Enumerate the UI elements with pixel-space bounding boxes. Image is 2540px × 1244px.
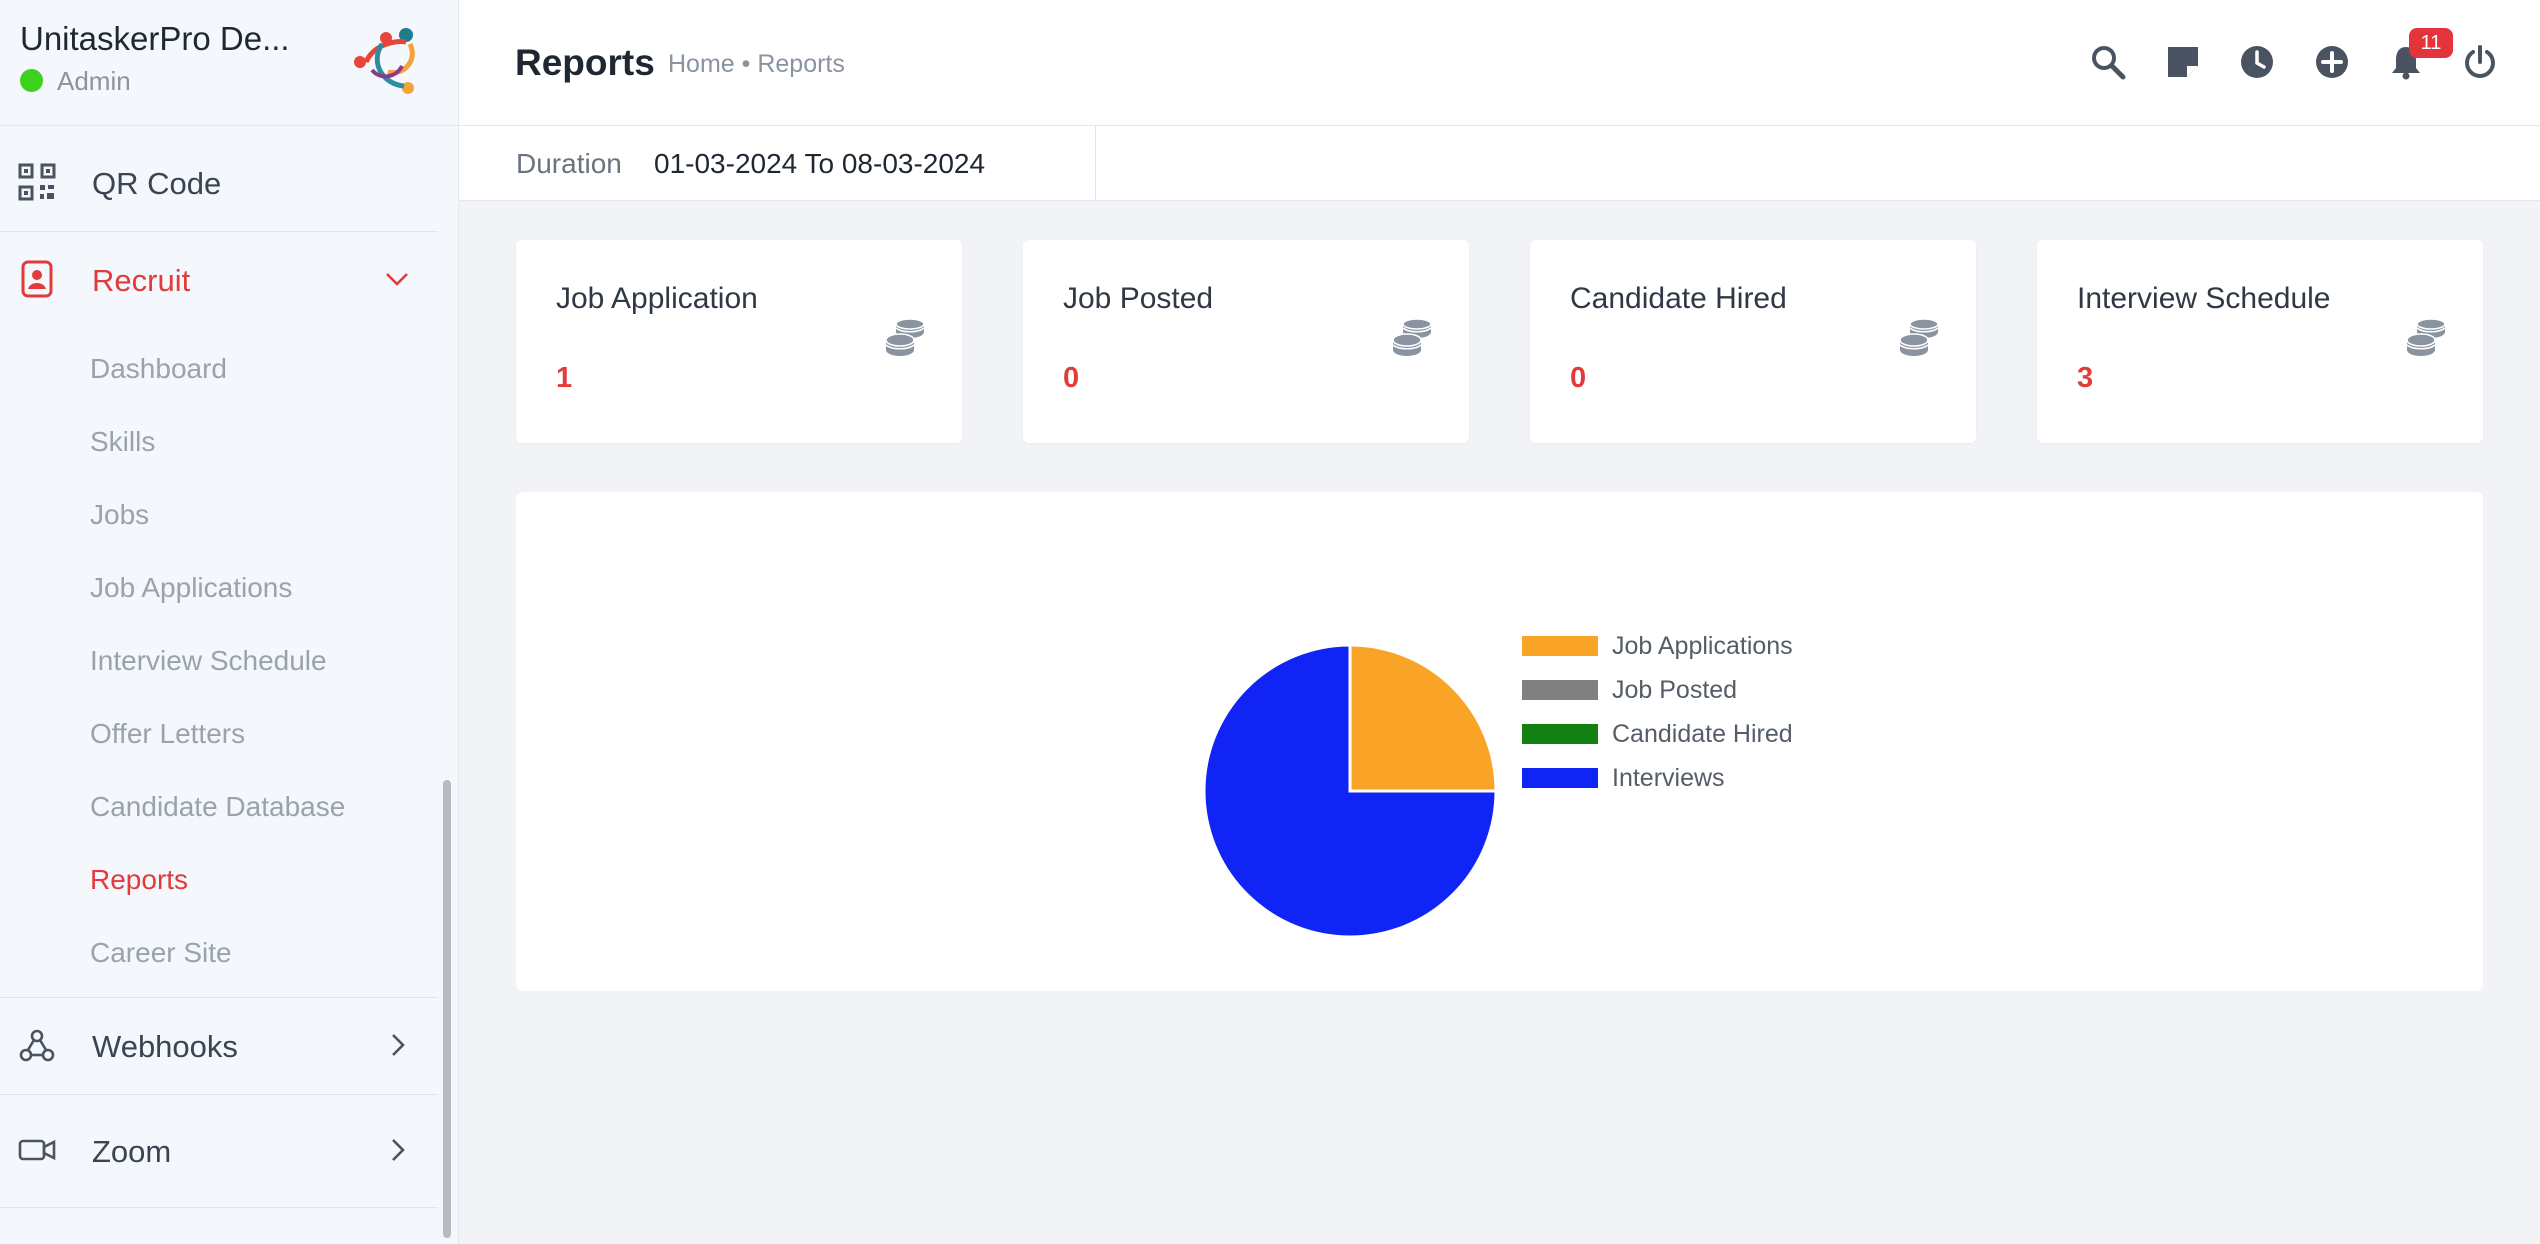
submenu-item-career-site[interactable]: Career Site bbox=[90, 937, 232, 968]
sidebar-item-zoom[interactable]: Zoom bbox=[0, 1095, 438, 1208]
breadcrumb: Home • Reports bbox=[668, 50, 845, 79]
breadcrumb-home[interactable]: Home bbox=[668, 50, 735, 78]
sidebar-scrollbar[interactable] bbox=[443, 780, 451, 1238]
legend-swatch bbox=[1522, 724, 1598, 744]
card-value: 0 bbox=[1570, 362, 1587, 394]
contact-card-icon bbox=[21, 260, 53, 298]
notification-badge: 11 bbox=[2409, 28, 2453, 58]
legend-label[interactable]: Interviews bbox=[1612, 764, 1725, 792]
stat-card-interview-schedule: Interview Schedule 3 bbox=[2037, 240, 2483, 443]
chevron-down-icon[interactable] bbox=[384, 266, 410, 292]
report-chart-panel: Job Applications Job Posted Candidate Hire… bbox=[516, 492, 2483, 991]
qr-code-icon bbox=[18, 163, 56, 201]
stat-card-job-application: Job Application 1 bbox=[516, 240, 962, 443]
stat-card-candidate-hired: Candidate Hired 0 bbox=[1530, 240, 1976, 443]
pie-slice-job-applications[interactable] bbox=[1348, 643, 1498, 793]
pie-slice-interviews[interactable] bbox=[1202, 643, 1498, 939]
card-title: Interview Schedule bbox=[2077, 282, 2331, 315]
submenu-item-candidate-database[interactable]: Candidate Database bbox=[90, 791, 346, 822]
chevron-right-icon[interactable] bbox=[384, 1137, 410, 1163]
company-logo-icon[interactable] bbox=[352, 26, 424, 98]
add-circle-icon[interactable] bbox=[2314, 44, 2350, 80]
card-title: Job Posted bbox=[1063, 282, 1214, 315]
sidebar-item-qr-code[interactable]: QR Code bbox=[0, 135, 438, 232]
sidebar-item-recruit[interactable]: Recruit bbox=[0, 232, 438, 328]
online-status-dot bbox=[20, 68, 43, 92]
coins-icon bbox=[885, 318, 925, 356]
divider bbox=[1095, 126, 1096, 200]
brand-header: UnitaskerPro De... Admin bbox=[0, 0, 458, 126]
chevron-right-icon[interactable] bbox=[384, 1032, 410, 1058]
legend-swatch bbox=[1522, 768, 1598, 788]
submenu-item-interview-schedule[interactable]: Interview Schedule bbox=[90, 645, 327, 676]
page-title: Reports bbox=[515, 42, 655, 83]
sidebar-nav: QR Code Recruit Dashboard Skills Jobs Jo… bbox=[0, 135, 438, 1208]
top-header: Reports Home • Reports 11 bbox=[459, 0, 2540, 126]
sidebar-item-label: Webhooks bbox=[92, 1029, 238, 1064]
breadcrumb-separator: • bbox=[741, 50, 758, 78]
submenu-item-jobs[interactable]: Jobs bbox=[90, 499, 150, 530]
sidebar-item-label: QR Code bbox=[92, 166, 222, 201]
pie-chart: Job Applications Job Posted Candidate Hire… bbox=[1202, 632, 1793, 939]
card-value: 3 bbox=[2077, 362, 2094, 394]
card-title: Job Application bbox=[556, 282, 758, 315]
legend-label[interactable]: Job Applications bbox=[1612, 632, 1793, 660]
submenu-item-reports[interactable]: Reports bbox=[90, 864, 189, 895]
clock-icon[interactable] bbox=[2239, 44, 2275, 80]
card-title: Candidate Hired bbox=[1570, 282, 1787, 315]
submenu-item-offer-letters[interactable]: Offer Letters bbox=[90, 718, 246, 749]
submenu-item-dashboard[interactable]: Dashboard bbox=[90, 353, 227, 384]
coins-icon bbox=[1899, 318, 1939, 356]
user-role: Admin bbox=[20, 66, 131, 97]
sidebar-item-label: Zoom bbox=[92, 1134, 172, 1169]
duration-filter-bar: Duration 01-03-2024 To 08-03-2024 bbox=[459, 126, 2540, 201]
video-camera-icon bbox=[18, 1139, 56, 1161]
sidebar: UnitaskerPro De... Admin QR Code bbox=[0, 0, 459, 1244]
role-label: Admin bbox=[57, 66, 131, 96]
card-value: 1 bbox=[556, 362, 573, 394]
legend-swatch bbox=[1522, 680, 1598, 700]
legend-label[interactable]: Candidate Hired bbox=[1612, 720, 1793, 748]
legend-label[interactable]: Job Posted bbox=[1612, 676, 1737, 704]
coins-icon bbox=[1392, 318, 1432, 356]
stat-card-job-posted: Job Posted 0 bbox=[1023, 240, 1469, 443]
submenu-item-skills[interactable]: Skills bbox=[90, 426, 156, 457]
sidebar-item-label: Recruit bbox=[92, 263, 191, 298]
webhook-icon bbox=[19, 1029, 55, 1062]
card-value: 0 bbox=[1063, 362, 1080, 394]
recruit-submenu: Dashboard Skills Jobs Job Applications I… bbox=[0, 328, 438, 998]
power-icon[interactable] bbox=[2462, 44, 2498, 80]
search-icon[interactable] bbox=[2090, 44, 2126, 80]
duration-range[interactable]: 01-03-2024 To 08-03-2024 bbox=[654, 148, 986, 179]
coins-icon bbox=[2406, 318, 2446, 356]
submenu-item-job-applications[interactable]: Job Applications bbox=[90, 572, 293, 603]
sidebar-item-webhooks[interactable]: Webhooks bbox=[0, 998, 438, 1095]
company-name[interactable]: UnitaskerPro De... bbox=[20, 20, 290, 57]
legend-swatch bbox=[1522, 636, 1598, 656]
breadcrumb-current: Reports bbox=[757, 50, 845, 78]
sticky-note-icon[interactable] bbox=[2165, 44, 2201, 80]
duration-label: Duration bbox=[516, 148, 622, 179]
